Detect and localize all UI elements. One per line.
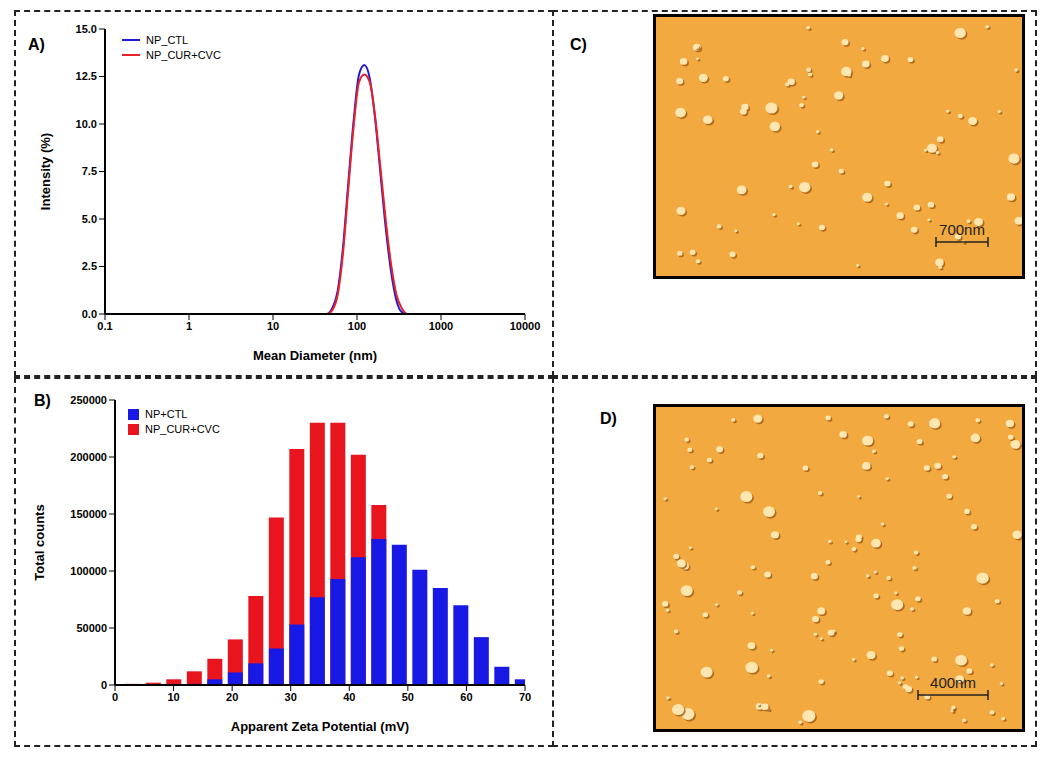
svg-text:20: 20: [226, 691, 238, 703]
svg-text:70: 70: [519, 691, 531, 703]
svg-text:250000: 250000: [70, 394, 107, 406]
svg-text:Total counts: Total counts: [32, 504, 47, 580]
svg-text:0.0: 0.0: [82, 308, 97, 320]
svg-text:40: 40: [343, 691, 355, 703]
svg-text:Mean Diameter (nm): Mean Diameter (nm): [253, 348, 377, 363]
svg-text:10.0: 10.0: [76, 118, 97, 130]
svg-text:50: 50: [402, 691, 414, 703]
html-text:A): A): [28, 36, 45, 53]
html-text:NP+CTL: NP+CTL: [145, 408, 188, 420]
svg-text:150000: 150000: [70, 508, 107, 520]
svg-text:Apparent Zeta Potential (mV): Apparent Zeta Potential (mV): [231, 719, 409, 734]
html-text:NP_CUR+CVC: NP_CUR+CVC: [146, 49, 221, 61]
svg-text:60: 60: [460, 691, 472, 703]
html-text:NP_CUR+CVC: NP_CUR+CVC: [145, 423, 220, 435]
html-text:C): C): [570, 36, 587, 53]
svg-text:0.1: 0.1: [97, 320, 112, 332]
svg-text:Intensity (%): Intensity (%): [38, 133, 53, 210]
svg-text:15.0: 15.0: [76, 23, 97, 35]
svg-text:700nm: 700nm: [939, 221, 985, 238]
svg-text:30: 30: [285, 691, 297, 703]
svg-text:1000: 1000: [429, 320, 453, 332]
svg-text:2.5: 2.5: [82, 260, 97, 272]
svg-text:5.0: 5.0: [82, 213, 97, 225]
svg-text:10: 10: [267, 320, 279, 332]
svg-text:10000: 10000: [510, 320, 541, 332]
svg-text:1: 1: [186, 320, 192, 332]
html-text:NP_CTL: NP_CTL: [146, 34, 189, 46]
svg-text:12.5: 12.5: [76, 70, 97, 82]
svg-text:50000: 50000: [76, 622, 107, 634]
svg-text:200000: 200000: [70, 451, 107, 463]
svg-text:10: 10: [167, 691, 179, 703]
html-text:B): B): [34, 392, 51, 409]
svg-text:0: 0: [112, 691, 118, 703]
svg-text:0: 0: [101, 679, 107, 691]
svg-text:400nm: 400nm: [930, 674, 976, 691]
svg-text:7.5: 7.5: [82, 165, 97, 177]
html-text:D): D): [600, 410, 617, 427]
svg-text:100: 100: [348, 320, 366, 332]
svg-text:100000: 100000: [70, 565, 107, 577]
